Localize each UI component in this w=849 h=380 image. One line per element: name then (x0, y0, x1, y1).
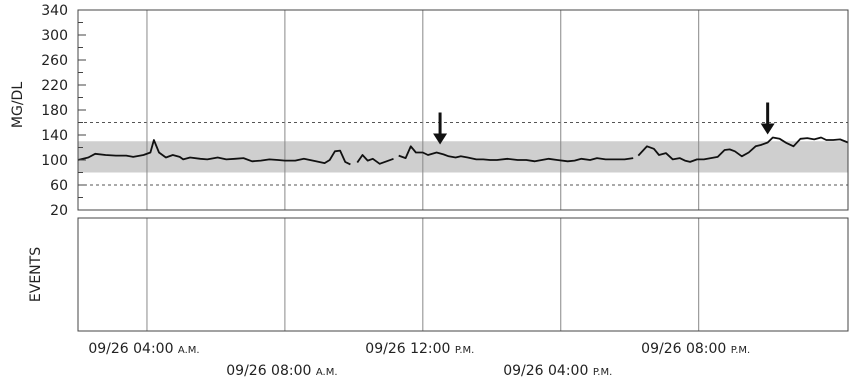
x-tick-label: 09/26 08:00 P.M. (641, 341, 750, 357)
glucose-panel-frame (78, 10, 848, 210)
x-tick-label: 09/26 08:00 A.M. (226, 363, 337, 379)
y-tick-label: 220 (41, 78, 68, 94)
glucose-panel: 340 300 260 220 180 140 100 60 20 (41, 3, 848, 219)
events-panel (78, 218, 848, 331)
y-tick-label: 300 (41, 28, 68, 44)
y-tick-label: 340 (41, 3, 68, 19)
events-panel-frame (78, 218, 848, 331)
y-tick-label: 140 (41, 128, 68, 144)
y-tick-label: 260 (41, 53, 68, 69)
event-arrows (433, 103, 775, 145)
x-tick-label: 09/26 12:00 P.M. (365, 341, 474, 357)
events-vertical-gridlines (147, 218, 699, 331)
vertical-gridlines (147, 10, 699, 210)
x-tick-label: 09/26 04:00 P.M. (503, 363, 612, 379)
event-arrow (433, 113, 447, 145)
y-tick-label: 20 (50, 203, 68, 219)
y-tick-label: 100 (41, 153, 68, 169)
y-tick-label: 180 (41, 103, 68, 119)
x-axis-tick-labels: 09/26 04:00 A.M. 09/26 08:00 A.M. 09/26 12… (88, 341, 750, 379)
events-label: EVENTS (28, 247, 44, 302)
y-axis-ticks: 340 300 260 220 180 140 100 60 20 (41, 3, 86, 219)
event-arrow (761, 103, 775, 135)
y-axis-title: MG/DL (10, 82, 26, 128)
x-tick-label: 09/26 04:00 A.M. (88, 341, 199, 357)
y-tick-label: 60 (50, 178, 68, 194)
